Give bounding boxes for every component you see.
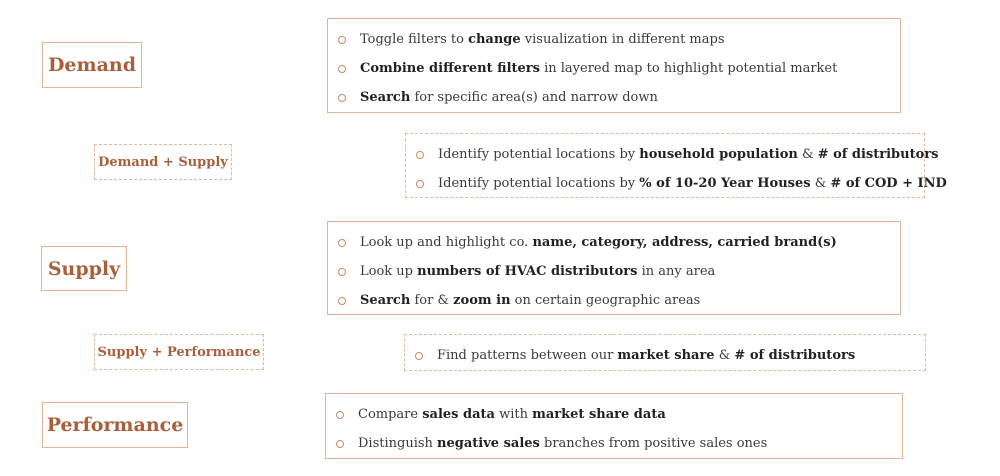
bullet-item: Identify potential locations by househol…	[416, 140, 938, 169]
bold-text: Search	[360, 90, 411, 105]
bullet-item: Look up and highlight co. name, category…	[338, 228, 886, 257]
supply-label: Supply	[41, 246, 127, 291]
text: visualization in different maps	[520, 32, 725, 47]
bold-text: Search	[360, 293, 411, 308]
bold-text: numbers of HVAC distributors	[417, 264, 638, 279]
text: &	[714, 348, 735, 363]
bullet-item: Distinguish negative sales branches from…	[336, 429, 888, 458]
bold-text: zoom in	[453, 293, 511, 308]
performance-label: Performance	[42, 402, 188, 448]
bullet-item: Search for specific area(s) and narrow d…	[338, 83, 886, 112]
text: Distinguish	[358, 436, 438, 451]
supply-performance-label: Supply + Performance	[94, 334, 264, 370]
demand-supply-box: Identify potential locations by househol…	[405, 133, 947, 198]
text: &	[797, 147, 818, 162]
bullet-icon	[416, 179, 424, 188]
demand-supply-label: Demand + Supply	[94, 144, 232, 180]
bullet-icon	[416, 150, 424, 159]
bullet-item: Identify potential locations by % of 10-…	[416, 169, 947, 198]
bullet-icon	[415, 351, 423, 360]
text: Find patterns between our	[437, 348, 618, 363]
bullet-icon	[338, 238, 346, 247]
bold-text: # of distributors	[817, 147, 939, 162]
text: branches from positive sales ones	[539, 436, 768, 451]
text: &	[810, 176, 831, 191]
bullet-item: Look up numbers of HVAC distributors in …	[338, 257, 886, 286]
text: in layered map to highlight potential ma…	[539, 61, 838, 76]
text: Identify potential locations by	[438, 147, 640, 162]
text: Toggle filters to	[360, 32, 469, 47]
bullet-item: Combine different filters in layered map…	[338, 54, 886, 83]
bold-text: household population	[639, 147, 798, 162]
bullet-icon	[336, 439, 344, 448]
bold-text: # of distributors	[734, 348, 856, 363]
bullet-item: Search for & zoom in on certain geograph…	[338, 286, 886, 315]
text: with	[494, 407, 533, 422]
supply-performance-box: Find patterns between our market share &…	[404, 334, 926, 371]
bold-text: Combine different filters	[360, 61, 540, 76]
text: for &	[410, 293, 454, 308]
text: Look up	[360, 264, 418, 279]
bullet-icon	[336, 410, 344, 419]
bold-text: change	[468, 32, 521, 47]
bold-text: market share	[617, 348, 715, 363]
demand-box: Toggle filters to change visualization i…	[327, 18, 901, 113]
text: in any area	[637, 264, 716, 279]
bold-text: sales data	[422, 407, 495, 422]
bullet-item: Compare sales data with market share dat…	[336, 400, 888, 429]
text: on certain geographic areas	[510, 293, 701, 308]
bold-text: # of COD + IND	[830, 176, 947, 191]
performance-box: Compare sales data with market share dat…	[325, 393, 903, 459]
bullet-item: Find patterns between our market share &…	[415, 341, 911, 370]
text: Identify potential locations by	[438, 176, 640, 191]
bold-text: % of 10-20 Year Houses	[639, 176, 811, 191]
bullet-icon	[338, 35, 346, 44]
bold-text: negative sales	[437, 436, 540, 451]
bold-text: market share data	[532, 407, 666, 422]
text: for specific area(s) and narrow down	[410, 90, 658, 105]
demand-label: Demand	[42, 42, 142, 88]
bullet-icon	[338, 296, 346, 305]
bullet-icon	[338, 93, 346, 102]
text: Compare	[358, 407, 423, 422]
supply-box: Look up and highlight co. name, category…	[327, 221, 901, 315]
bullet-item: Toggle filters to change visualization i…	[338, 25, 886, 54]
text: Look up and highlight co.	[360, 235, 533, 250]
bullet-icon	[338, 267, 346, 276]
bold-text: name, category, address, carried brand(s…	[532, 235, 837, 250]
bullet-icon	[338, 64, 346, 73]
